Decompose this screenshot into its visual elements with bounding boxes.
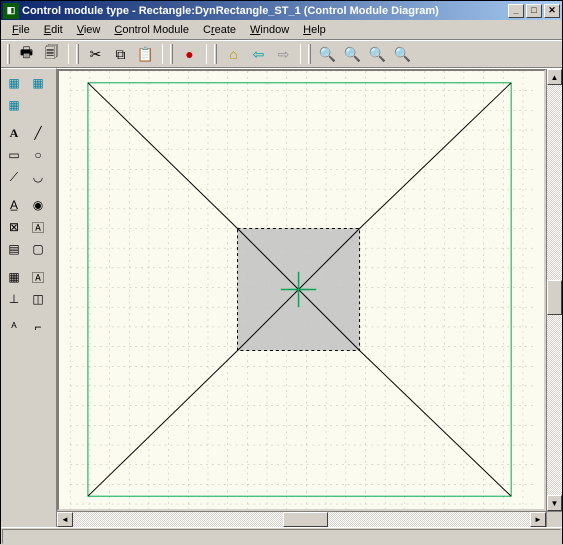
module-icon[interactable]: ▦ [3, 73, 25, 93]
close-button[interactable]: ✕ [544, 4, 560, 18]
toolbar: 🖶🗐✂⧉📋●⌂⇦⇨🔍🔍🔍🔍 [1, 40, 562, 68]
toolbar-grip [76, 44, 79, 64]
list-icon[interactable]: ▤ [3, 239, 25, 259]
diagram-canvas[interactable] [57, 69, 546, 511]
app-icon: ◧ [3, 3, 19, 19]
zoom-out-icon[interactable]: 🔍 [341, 43, 364, 65]
module-sub-icon[interactable]: ▦ [3, 95, 25, 115]
maximize-button[interactable]: □ [526, 4, 542, 18]
toolbar-separator [300, 44, 301, 64]
scroll-right-button[interactable]: ► [530, 512, 546, 527]
align-icon[interactable]: 🄰 [27, 267, 49, 287]
menu-file[interactable]: File [5, 22, 37, 38]
arc2-icon[interactable]: ◡ [27, 167, 49, 187]
scroll-left-button[interactable]: ◄ [57, 512, 73, 527]
main-area: ▦▦▦A╱▭○⟋◡A̲◉⊠🄰▤▢▦🄰⊥◫ᴬ⌐ ▲ ▼ ◄ ► [1, 68, 562, 527]
zoom-region-icon[interactable]: 🔍 [391, 43, 414, 65]
h-scroll-thumb[interactable] [283, 512, 328, 527]
module-new-icon[interactable]: ▦ [27, 73, 49, 93]
grid-icon[interactable]: ▦ [3, 267, 25, 287]
menu-bar: FileEditViewControl ModuleCreateWindowHe… [1, 20, 562, 40]
textframe-icon[interactable]: 🄰 [27, 217, 49, 237]
menu-help[interactable]: Help [296, 22, 333, 38]
pdf-icon[interactable]: ● [178, 43, 201, 65]
menu-window[interactable]: Window [243, 22, 296, 38]
window-title: Control module type - Rectangle:DynRecta… [22, 5, 508, 17]
title-bar: ◧ Control module type - Rectangle:DynRec… [1, 1, 562, 20]
arc-icon[interactable]: ⟋ [3, 167, 25, 187]
tool-palette: ▦▦▦A╱▭○⟋◡A̲◉⊠🄰▤▢▦🄰⊥◫ᴬ⌐ [1, 68, 57, 527]
toolbar-grip [214, 44, 217, 64]
v-scroll-track[interactable] [547, 85, 562, 495]
minimize-button[interactable]: _ [508, 4, 524, 18]
textbox-icon[interactable]: A̲ [3, 195, 25, 215]
horizontal-scrollbar[interactable]: ◄ ► [57, 511, 546, 527]
back-icon[interactable]: ⇦ [247, 43, 270, 65]
connector-icon[interactable]: ⌐ [27, 317, 49, 337]
scroll-up-button[interactable]: ▲ [547, 69, 562, 85]
line-icon[interactable]: ╱ [27, 123, 49, 143]
palette-empty [27, 95, 49, 115]
label-icon[interactable]: ᴬ [3, 317, 25, 337]
radio-icon[interactable]: ◉ [27, 195, 49, 215]
copy-icon[interactable]: ⧉ [109, 43, 132, 65]
toolbar-grip [308, 44, 311, 64]
status-bar [1, 527, 562, 545]
size-grip[interactable] [546, 511, 562, 527]
toolbar-separator [206, 44, 207, 64]
toolbar-separator [162, 44, 163, 64]
menu-view[interactable]: View [70, 22, 108, 38]
h-scroll-track[interactable] [73, 512, 530, 527]
textarea-icon[interactable]: ▢ [27, 239, 49, 259]
canvas-wrap: ▲ ▼ ◄ ► [57, 68, 562, 527]
checkbox-icon[interactable]: ⊠ [3, 217, 25, 237]
menu-control-module[interactable]: Control Module [107, 22, 196, 38]
text-icon[interactable]: A [3, 123, 25, 143]
vertical-scrollbar[interactable]: ▲ ▼ [546, 69, 562, 511]
zoom-fit-icon[interactable]: 🔍 [366, 43, 389, 65]
menu-create[interactable]: Create [196, 22, 243, 38]
zoom-in-icon[interactable]: 🔍 [316, 43, 339, 65]
toolbar-separator [68, 44, 69, 64]
ellipse-icon[interactable]: ○ [27, 145, 49, 165]
rect-icon[interactable]: ▭ [3, 145, 25, 165]
scroll-down-button[interactable]: ▼ [547, 495, 562, 511]
v-scroll-thumb[interactable] [547, 280, 562, 315]
status-cell [2, 529, 561, 544]
toolbar-grip [170, 44, 173, 64]
home-icon[interactable]: ⌂ [222, 43, 245, 65]
chart-icon[interactable]: ◫ [27, 289, 49, 309]
menu-edit[interactable]: Edit [37, 22, 70, 38]
ruler-icon[interactable]: ⊥ [3, 289, 25, 309]
cut-icon[interactable]: ✂ [84, 43, 107, 65]
print-preview-icon[interactable]: 🗐 [40, 43, 63, 65]
forward-icon[interactable]: ⇨ [272, 43, 295, 65]
print-icon[interactable]: 🖶 [15, 43, 38, 65]
paste-icon[interactable]: 📋 [134, 43, 157, 65]
toolbar-grip [7, 44, 10, 64]
